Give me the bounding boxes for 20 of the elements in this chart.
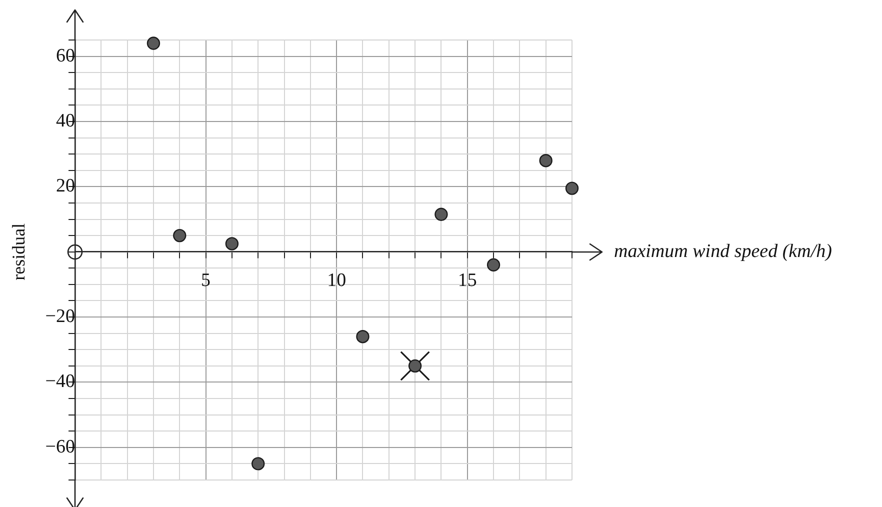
y-tick-label: −40: [45, 371, 75, 392]
point: [486, 258, 500, 272]
point: [434, 208, 448, 221]
point: [252, 457, 265, 470]
point: [565, 182, 579, 195]
y-tick-label: 40: [56, 110, 75, 132]
x-tick-label: 5: [201, 270, 211, 292]
x-axis-title: maximum wind speed (km/h): [614, 240, 832, 262]
point: [225, 237, 239, 250]
x-tick-label: 15: [458, 270, 477, 292]
x-tick-label: 10: [327, 270, 346, 292]
point: [173, 228, 186, 242]
y-tick-label: −20: [45, 306, 75, 328]
y-tick-label: 20: [56, 176, 75, 197]
point: [356, 330, 370, 344]
y-tick-label: −60: [45, 436, 75, 458]
point: [539, 154, 552, 168]
point: [146, 36, 160, 50]
y-axis-title: residual: [8, 223, 29, 280]
y-tick-label: 60: [56, 45, 75, 66]
